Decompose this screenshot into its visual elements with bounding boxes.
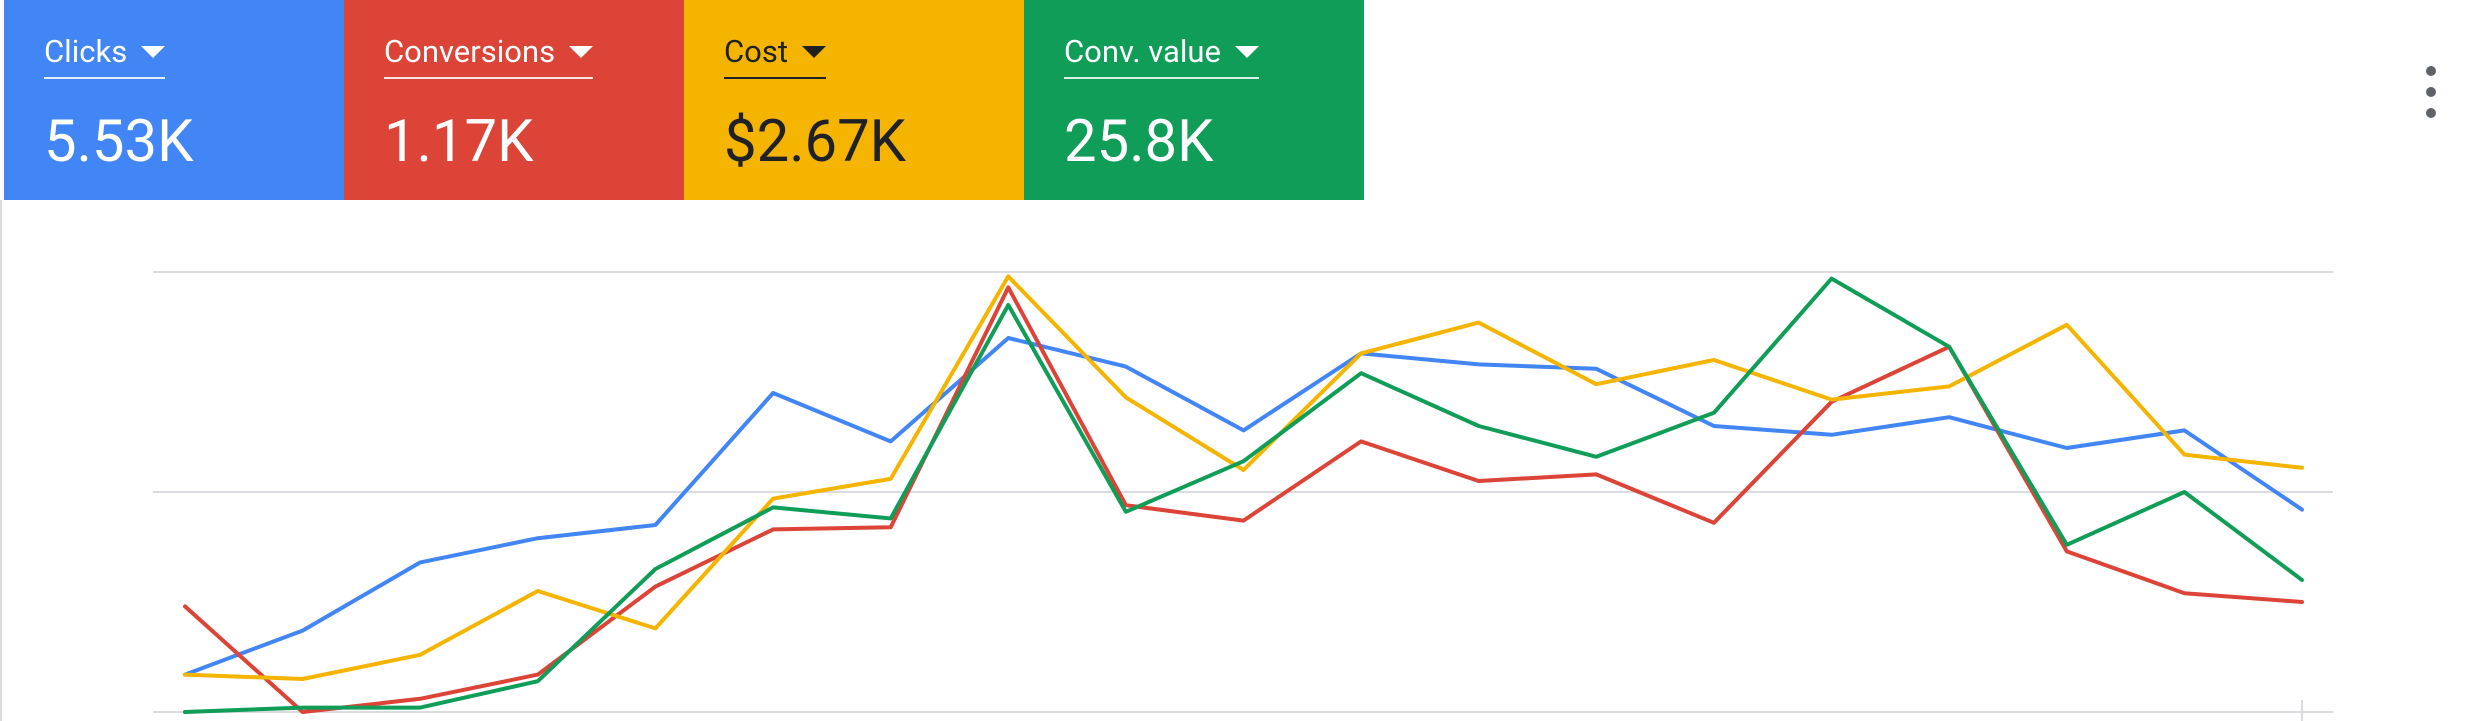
metric-label: Conv. value (1064, 33, 1221, 70)
dropdown-arrow-icon (802, 45, 826, 58)
series-line-4[interactable] (183, 276, 2304, 714)
metric-tiles: Clicks 5.53K Conversions 1.17K Cost $2.6… (4, 0, 1364, 200)
metric-value: $2.67K (724, 108, 907, 176)
metric-label: Clicks (44, 33, 128, 70)
card-border (0, 200, 2, 721)
metric-selector-conv-value[interactable]: Conv. value (1064, 36, 1259, 79)
dropdown-arrow-icon (569, 45, 594, 58)
metric-selector-clicks[interactable]: Clicks (44, 33, 166, 79)
metric-tile-clicks[interactable]: Clicks 5.53K (4, 0, 344, 200)
series-line-3[interactable] (183, 274, 2304, 681)
metric-label: Conversions (384, 33, 556, 70)
more-vert-icon[interactable] (2416, 66, 2446, 118)
metric-label: Cost (724, 33, 788, 70)
dropdown-arrow-icon (1234, 45, 1259, 58)
gridlines (153, 271, 2333, 721)
metric-value: 5.53K (44, 108, 194, 176)
metric-selector-conversions[interactable]: Conversions (384, 33, 594, 79)
metric-value: 1.17K (384, 108, 534, 176)
series-lines (183, 274, 2304, 714)
menu-dot (2426, 87, 2436, 97)
metric-tile-conv-value[interactable]: Conv. value 25.8K (1024, 0, 1364, 200)
menu-dot (2426, 66, 2436, 76)
metric-selector-cost[interactable]: Cost (724, 36, 826, 79)
dropdown-arrow-icon (141, 45, 166, 58)
metric-tile-conversions[interactable]: Conversions 1.17K (344, 0, 684, 200)
menu-dot (2426, 108, 2436, 118)
metric-value: 25.8K (1064, 108, 1214, 176)
metric-tile-cost[interactable]: Cost $2.67K (684, 0, 1024, 200)
series-line-2[interactable] (183, 285, 2304, 714)
series-line-1[interactable] (183, 336, 2304, 677)
